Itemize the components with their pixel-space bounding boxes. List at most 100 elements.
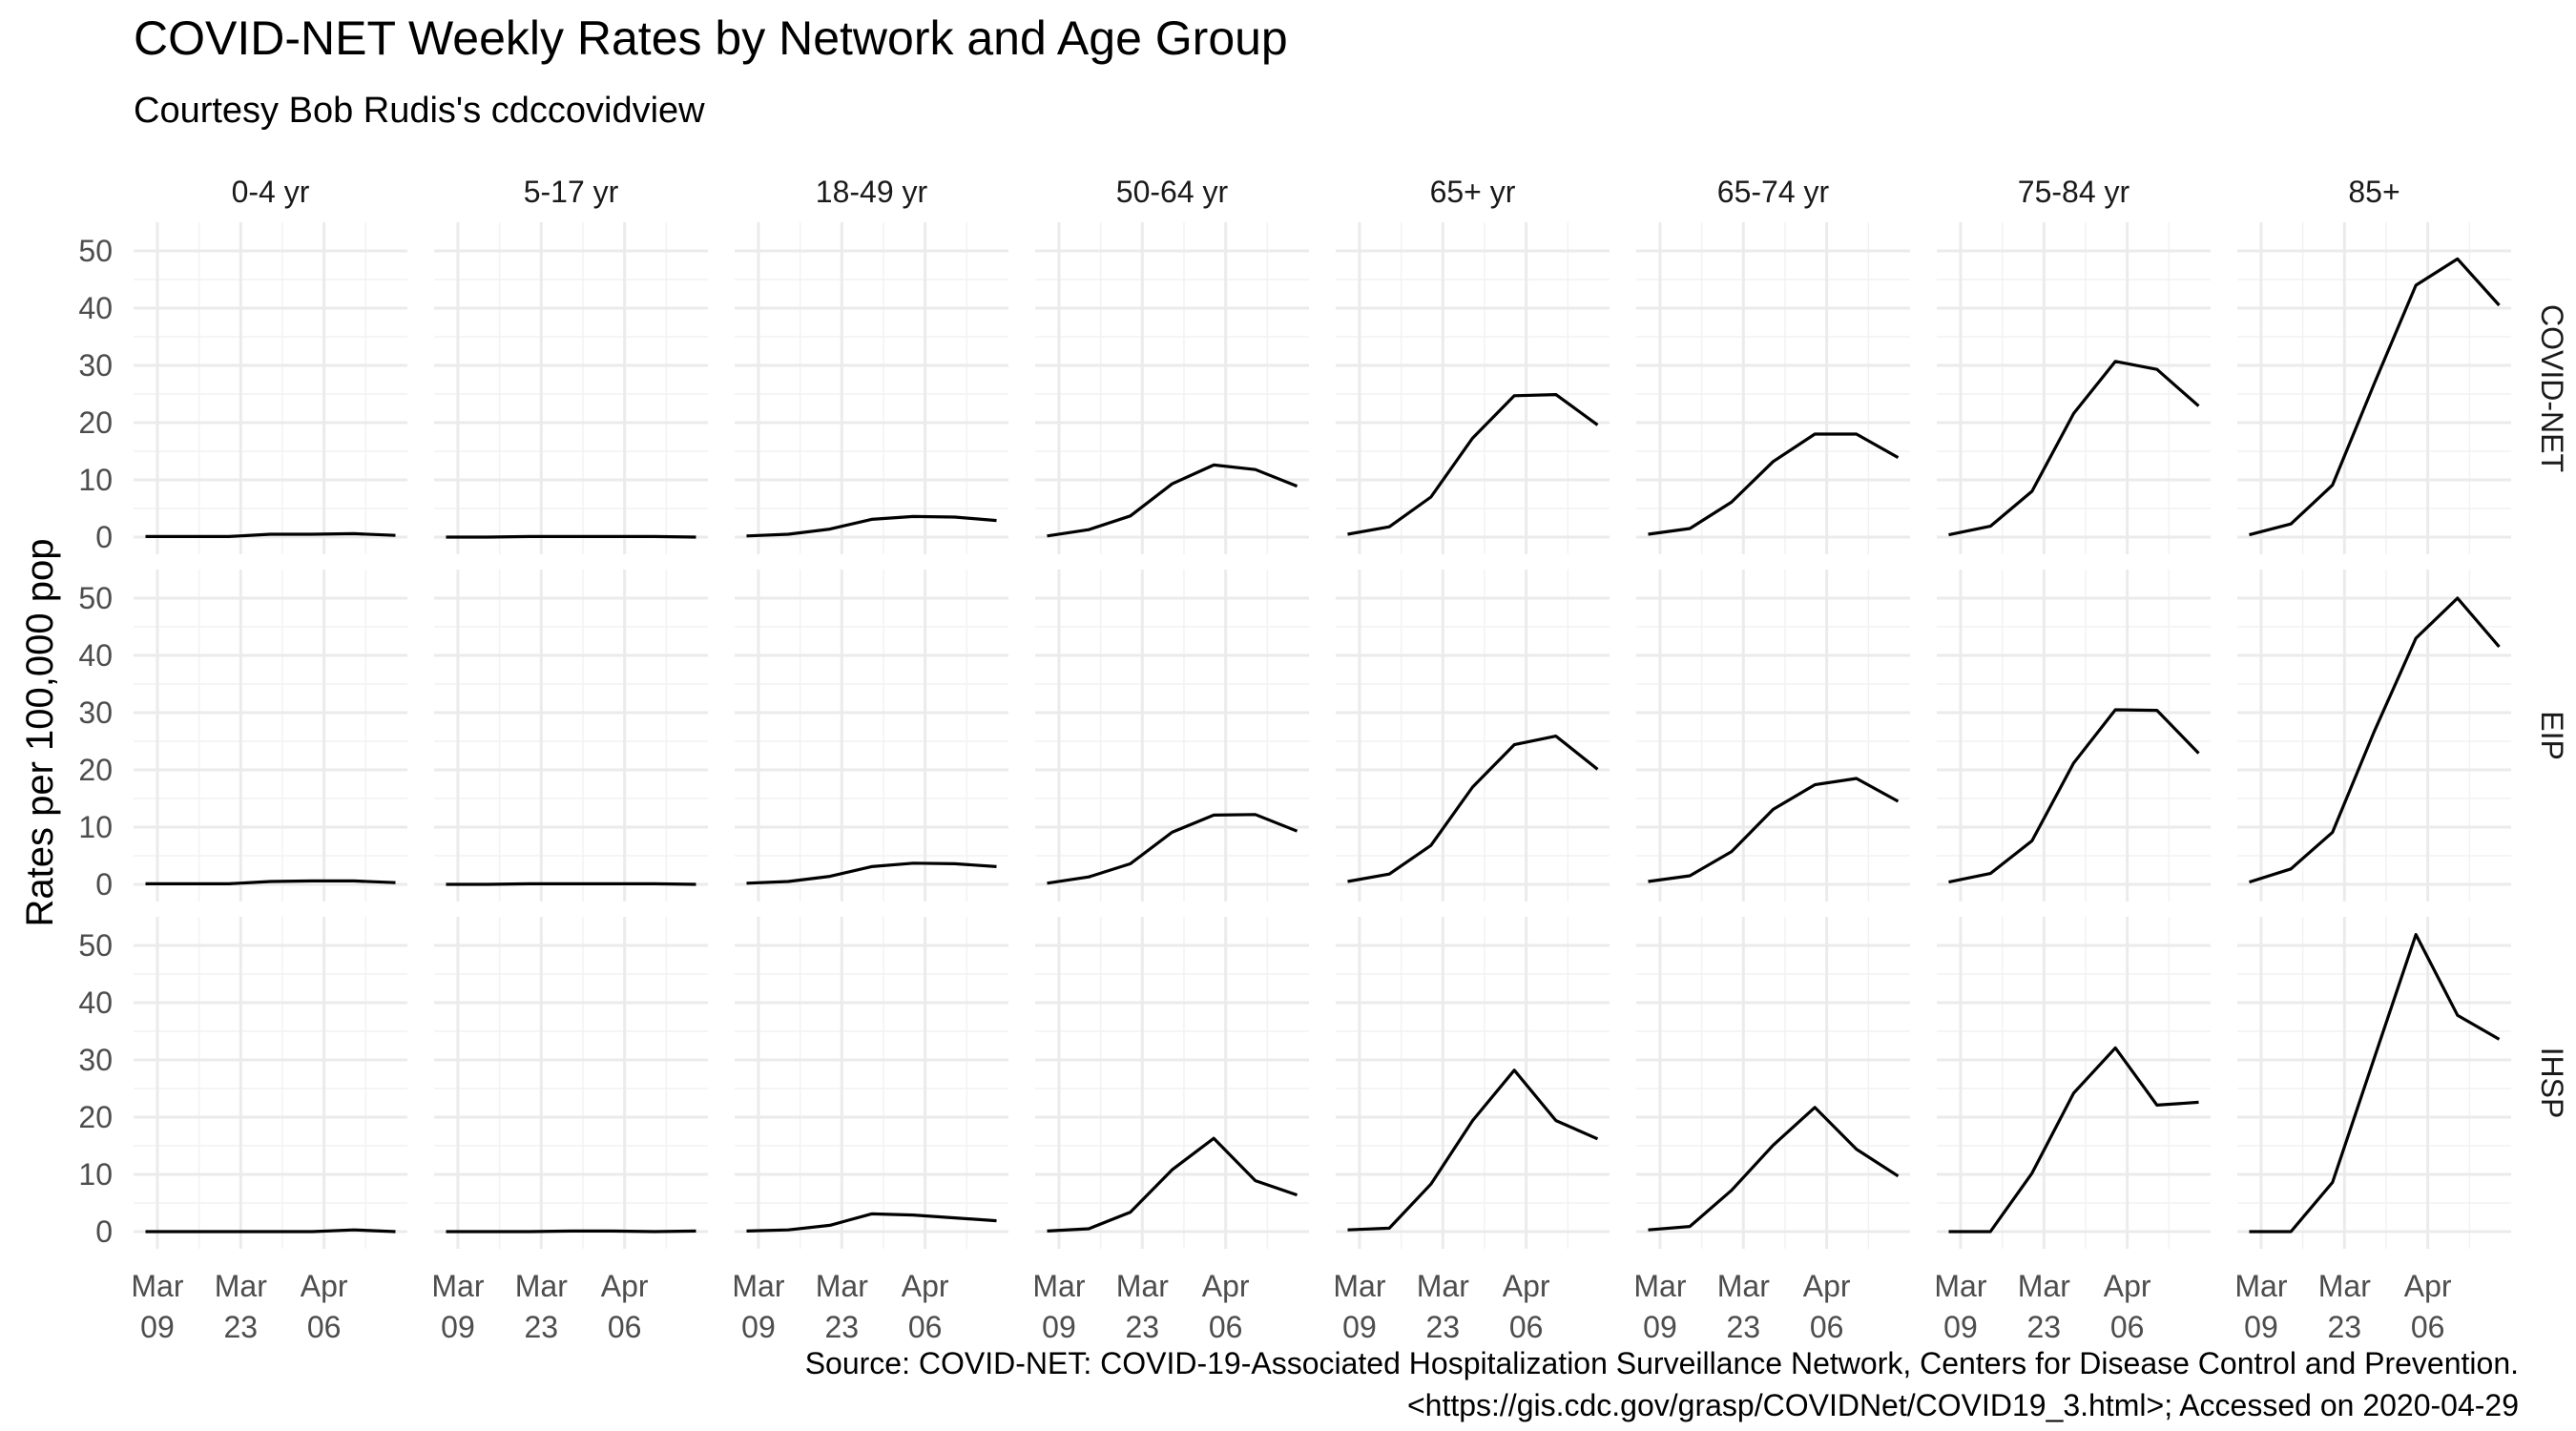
series-line (2249, 932, 2501, 1234)
series-line (446, 1229, 696, 1234)
y-tick-label: 0 (95, 1214, 113, 1249)
chart-subtitle: Courtesy Bob Rudis's cdccovidview (134, 91, 705, 131)
x-tick-label-day: 06 (908, 1310, 943, 1344)
series-line (1347, 734, 1599, 883)
chart-title: COVID-NET Weekly Rates by Network and Ag… (134, 11, 1288, 65)
facet-panels: 0-4 yr 5-17 yr 18-49 yr 50-64 yr 65+ yr 65-74… (78, 175, 2569, 1344)
series-line (2249, 596, 2501, 884)
x-tick-label-day: 23 (2027, 1310, 2062, 1344)
x-tick-label-month: Mar (1116, 1269, 1169, 1303)
x-tick-label-month: Apr (1803, 1269, 1851, 1303)
y-tick-label: 10 (78, 810, 113, 844)
x-tick-label-day: 09 (1342, 1310, 1377, 1344)
x-tick-label-day: 23 (1126, 1310, 1160, 1344)
series-line (746, 1212, 997, 1233)
series-line (1347, 1068, 1599, 1232)
x-tick-label-month: Mar (732, 1269, 784, 1303)
series-line (1948, 708, 2200, 884)
x-tick-label-month: Apr (902, 1269, 949, 1303)
x-tick-label-month: Mar (816, 1269, 868, 1303)
facet-column-label: 0-4 yr (232, 175, 310, 209)
x-tick-label-month: Mar (2018, 1269, 2070, 1303)
facet-column-label: 5-17 yr (524, 175, 619, 209)
y-tick-label: 0 (95, 867, 113, 902)
series-line (1347, 393, 1599, 536)
x-tick-label-day: 09 (140, 1310, 175, 1344)
series-line (1648, 777, 1900, 883)
x-tick-label-month: Apr (1202, 1269, 1250, 1303)
x-tick-label-month: Mar (1417, 1269, 1469, 1303)
x-tick-label-day: 23 (1727, 1310, 1761, 1344)
facet-column-label: 65+ yr (1430, 175, 1516, 209)
series-line (446, 881, 696, 886)
facet-column-label: 75-84 yr (2018, 175, 2130, 209)
x-tick-label-month: Mar (431, 1269, 484, 1303)
series-line (746, 514, 997, 538)
series-line (1047, 463, 1298, 538)
series-line (446, 534, 696, 539)
facet-column-label: 65-74 yr (1717, 175, 1830, 209)
y-axis-label: Rates per 100,000 pop (19, 539, 61, 927)
x-tick-label-month: Mar (1032, 1269, 1085, 1303)
x-tick-label-month: Mar (131, 1269, 183, 1303)
facet-row-label: EIP (2535, 711, 2569, 760)
x-tick-label-day: 09 (2244, 1310, 2278, 1344)
y-tick-label: 40 (78, 638, 113, 673)
x-tick-label-day: 06 (1509, 1310, 1544, 1344)
x-tick-label-month: Mar (1333, 1269, 1385, 1303)
x-tick-label-day: 09 (1943, 1310, 1978, 1344)
x-tick-label-day: 09 (441, 1310, 475, 1344)
series-line (1047, 813, 1298, 885)
y-tick-label: 50 (78, 928, 113, 963)
y-tick-label: 40 (78, 291, 113, 325)
x-tick-label-day: 06 (1810, 1310, 1844, 1344)
series-line (1948, 1046, 2199, 1234)
x-tick-label-month: Apr (601, 1269, 649, 1303)
x-tick-label-day: 23 (2328, 1310, 2362, 1344)
series-line (145, 1228, 396, 1234)
series-line (1948, 360, 2200, 537)
x-tick-label-month: Mar (515, 1269, 568, 1303)
y-tick-label: 50 (78, 581, 113, 615)
y-tick-label: 10 (78, 463, 113, 497)
x-tick-label-day: 23 (525, 1310, 559, 1344)
x-tick-label-day: 06 (2110, 1310, 2145, 1344)
caption-line-1: Source: COVID-NET: COVID-19-Associated H… (805, 1346, 2519, 1380)
facet-row-label: COVID-NET (2535, 304, 2569, 472)
series-line (145, 879, 396, 886)
y-tick-label: 20 (78, 753, 113, 787)
x-tick-label-month: Apr (2404, 1269, 2452, 1303)
series-line (1648, 432, 1900, 536)
series-line (1047, 1136, 1298, 1233)
series-line (746, 861, 997, 885)
y-tick-label: 20 (78, 405, 113, 440)
series-line (145, 531, 396, 539)
facet-column-label: 50-64 yr (1116, 175, 1229, 209)
y-tick-label: 0 (95, 520, 113, 554)
facet-column-label: 18-49 yr (816, 175, 928, 209)
x-tick-label-day: 06 (608, 1310, 642, 1344)
y-tick-label: 30 (78, 695, 113, 730)
y-tick-label: 20 (78, 1100, 113, 1134)
y-tick-label: 10 (78, 1157, 113, 1192)
x-tick-label-day: 06 (1209, 1310, 1243, 1344)
y-tick-label: 40 (78, 985, 113, 1020)
x-tick-label-day: 09 (741, 1310, 776, 1344)
series-line (2249, 257, 2501, 537)
x-tick-label-month: Mar (1934, 1269, 1986, 1303)
x-tick-label-day: 23 (825, 1310, 860, 1344)
x-tick-label-month: Mar (1717, 1269, 1770, 1303)
x-tick-label-day: 23 (224, 1310, 259, 1344)
y-tick-label: 30 (78, 348, 113, 383)
facet-row-label: IHSP (2535, 1047, 2569, 1119)
x-tick-label-day: 06 (307, 1310, 342, 1344)
x-tick-label-month: Mar (1633, 1269, 1686, 1303)
x-tick-label-month: Mar (215, 1269, 267, 1303)
caption-line-2: <https://gis.cdc.gov/grasp/COVIDNet/COVI… (1407, 1388, 2519, 1422)
series-line (1648, 1106, 1900, 1232)
facet-column-label: 85+ (2348, 175, 2399, 209)
x-tick-label-day: 06 (2411, 1310, 2445, 1344)
x-tick-label-month: Mar (2234, 1269, 2287, 1303)
x-tick-label-day: 09 (1042, 1310, 1076, 1344)
